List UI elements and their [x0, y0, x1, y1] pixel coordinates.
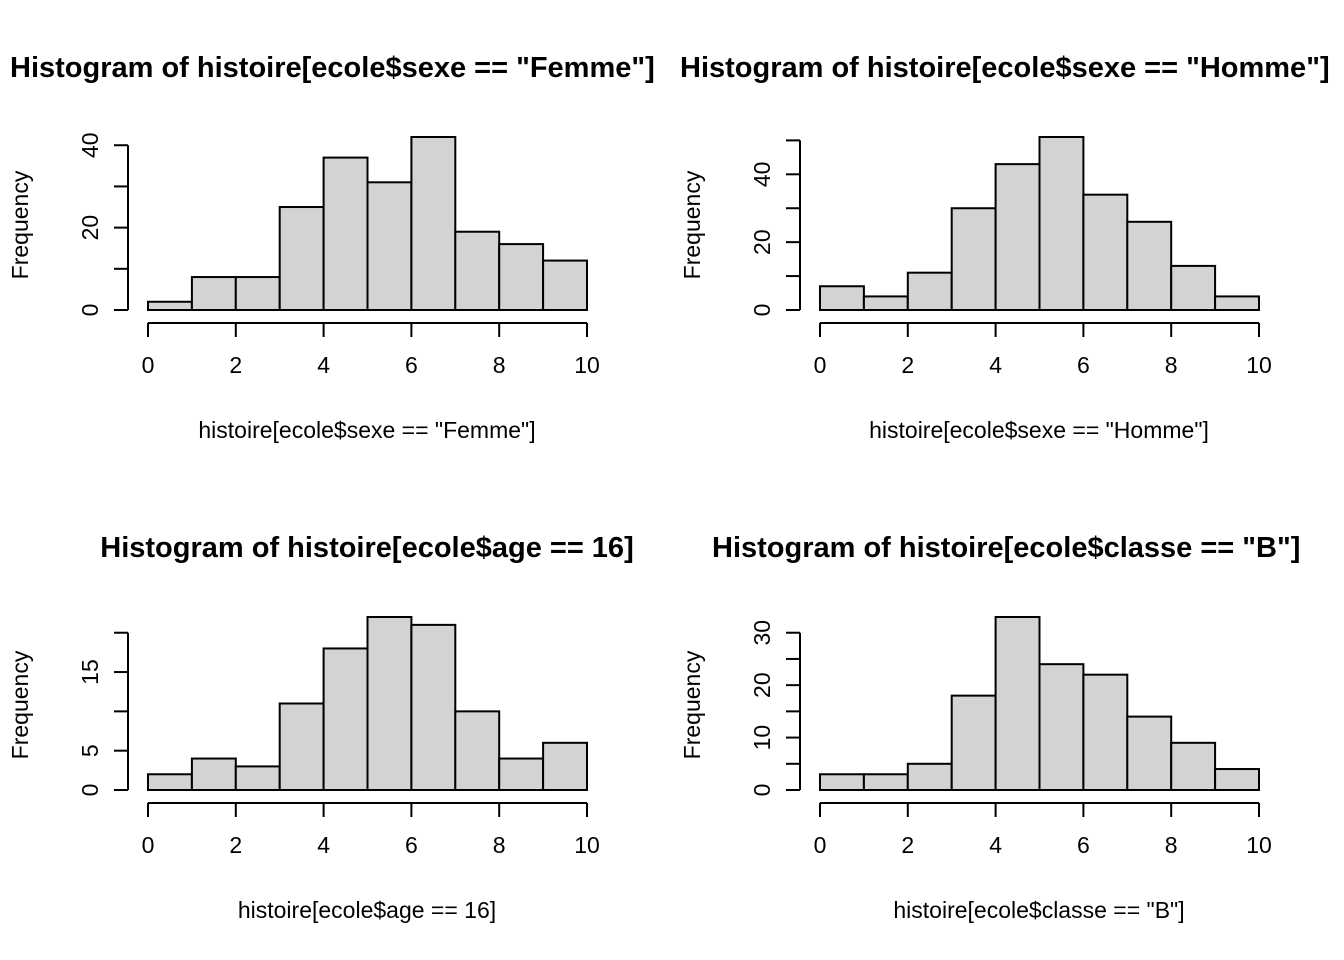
- x-tick-label: 6: [1077, 352, 1090, 378]
- histogram-bar: [1082, 673, 1129, 792]
- histogram-bar: [994, 616, 1041, 791]
- x-axis-label: histoire[ecole$classe == "B"]: [893, 897, 1184, 923]
- plot-area: 0 2 4 6 8 10 0 10 20 30: [749, 616, 1272, 858]
- y-tick-label: 20: [749, 672, 775, 698]
- x-tick-label: 4: [317, 832, 330, 858]
- histogram-bar: [950, 694, 997, 791]
- plot-area: 0 2 4 6 8 10 0 20 40: [749, 136, 1272, 378]
- y-axis-label: Frequency: [679, 170, 705, 279]
- histogram-bar: [410, 136, 457, 311]
- x-tick-label: 0: [814, 832, 827, 858]
- x-axis-label: histoire[ecole$sexe == "Femme"]: [198, 417, 535, 443]
- histogram-bar: [278, 702, 325, 791]
- x-tick-label: 0: [814, 352, 827, 378]
- histogram-bar: [322, 156, 369, 311]
- histogram-bar: [1126, 220, 1173, 311]
- histogram-bar: [410, 623, 457, 792]
- x-tick-label: 0: [142, 352, 155, 378]
- chart-title: Histogram of histoire[ecole$classe == "B…: [712, 532, 1300, 564]
- histogram-bar: [366, 181, 413, 311]
- y-tick-label: 40: [749, 162, 775, 188]
- histogram-bar: [542, 741, 588, 791]
- chart-title: Histogram of histoire[ecole$sexe == "Fem…: [10, 52, 655, 84]
- y-tick-label: 30: [749, 620, 775, 646]
- y-tick-label: 0: [749, 784, 775, 797]
- histogram-panel-sexe-femme: Histogram of histoire[ecole$sexe == "Fem…: [7, 52, 655, 443]
- x-tick-label: 0: [142, 832, 155, 858]
- histogram-bar: [147, 300, 193, 311]
- histogram-bar: [1170, 264, 1217, 311]
- y-axis-label: Frequency: [7, 170, 33, 279]
- x-tick-label: 2: [901, 352, 914, 378]
- plot-area: 0 2 4 6 8 10 0 5 15: [77, 616, 600, 858]
- histogram-bar: [278, 206, 325, 311]
- x-tick-label: 10: [1246, 832, 1272, 858]
- histogram-bar: [994, 163, 1041, 311]
- y-axis-label: Frequency: [679, 650, 705, 759]
- plot-area: 0 2 4 6 8 10 0 20 40: [77, 132, 600, 378]
- histogram-bar: [819, 285, 865, 312]
- histogram-bar: [190, 276, 237, 311]
- histogram-bar: [950, 207, 997, 311]
- y-axis-label: Frequency: [7, 650, 33, 759]
- x-tick-label: 10: [574, 832, 600, 858]
- histogram-bar: [862, 295, 909, 311]
- y-tick-label: 10: [749, 725, 775, 751]
- x-tick-label: 6: [405, 832, 418, 858]
- y-tick-label: 0: [77, 784, 103, 797]
- x-tick-label: 6: [405, 352, 418, 378]
- histogram-bar: [454, 230, 501, 311]
- histogram-bar: [819, 773, 865, 791]
- chart-title: Histogram of histoire[ecole$sexe == "Hom…: [680, 52, 1330, 84]
- x-tick-label: 2: [901, 832, 914, 858]
- histogram-panel-classe-b: Histogram of histoire[ecole$classe == "B…: [679, 532, 1300, 923]
- histogram-bar: [234, 765, 281, 792]
- histogram-bar: [498, 243, 545, 312]
- histogram-bar: [906, 762, 953, 792]
- x-tick-label: 4: [317, 352, 330, 378]
- histogram-bar: [147, 773, 193, 791]
- histogram-bar: [454, 710, 501, 792]
- histogram-bar: [322, 647, 369, 791]
- y-tick-label: 20: [749, 229, 775, 255]
- y-tick-label: 15: [77, 659, 103, 685]
- x-tick-label: 8: [493, 352, 506, 378]
- histogram-bar: [1214, 768, 1260, 791]
- histogram-bar: [1038, 136, 1085, 311]
- x-axis-label: histoire[ecole$sexe == "Homme"]: [869, 417, 1209, 443]
- y-tick-label: 0: [749, 304, 775, 317]
- chart-title: Histogram of histoire[ecole$age == 16]: [100, 532, 633, 564]
- y-tick-label: 0: [77, 304, 103, 317]
- x-tick-label: 2: [229, 352, 242, 378]
- histogram-bar: [862, 773, 909, 791]
- x-tick-label: 10: [574, 352, 600, 378]
- histogram-bar: [498, 757, 545, 792]
- x-tick-label: 2: [229, 832, 242, 858]
- histogram-bar: [1126, 715, 1173, 792]
- x-tick-label: 8: [1165, 832, 1178, 858]
- x-axis-label: histoire[ecole$age == 16]: [238, 897, 496, 923]
- histogram-bar: [366, 616, 413, 791]
- histogram-bar: [1214, 295, 1260, 311]
- x-tick-label: 8: [1165, 352, 1178, 378]
- histogram-bar: [1038, 663, 1085, 792]
- y-tick-label: 5: [77, 744, 103, 757]
- histogram-bar: [234, 276, 281, 311]
- histogram-bar: [1170, 741, 1217, 791]
- histogram-bar: [1082, 193, 1129, 312]
- x-tick-label: 10: [1246, 352, 1272, 378]
- x-tick-label: 4: [989, 832, 1002, 858]
- x-tick-label: 4: [989, 352, 1002, 378]
- histogram-panel-age-16: Histogram of histoire[ecole$age == 16] h…: [7, 532, 634, 923]
- x-tick-label: 6: [1077, 832, 1090, 858]
- histogram-bar: [542, 259, 588, 312]
- histogram-panel-sexe-homme: Histogram of histoire[ecole$sexe == "Hom…: [679, 52, 1330, 443]
- y-tick-label: 20: [77, 215, 103, 241]
- histogram-bar: [190, 757, 237, 792]
- y-tick-label: 40: [77, 132, 103, 158]
- x-tick-label: 8: [493, 832, 506, 858]
- histogram-bar: [906, 271, 953, 312]
